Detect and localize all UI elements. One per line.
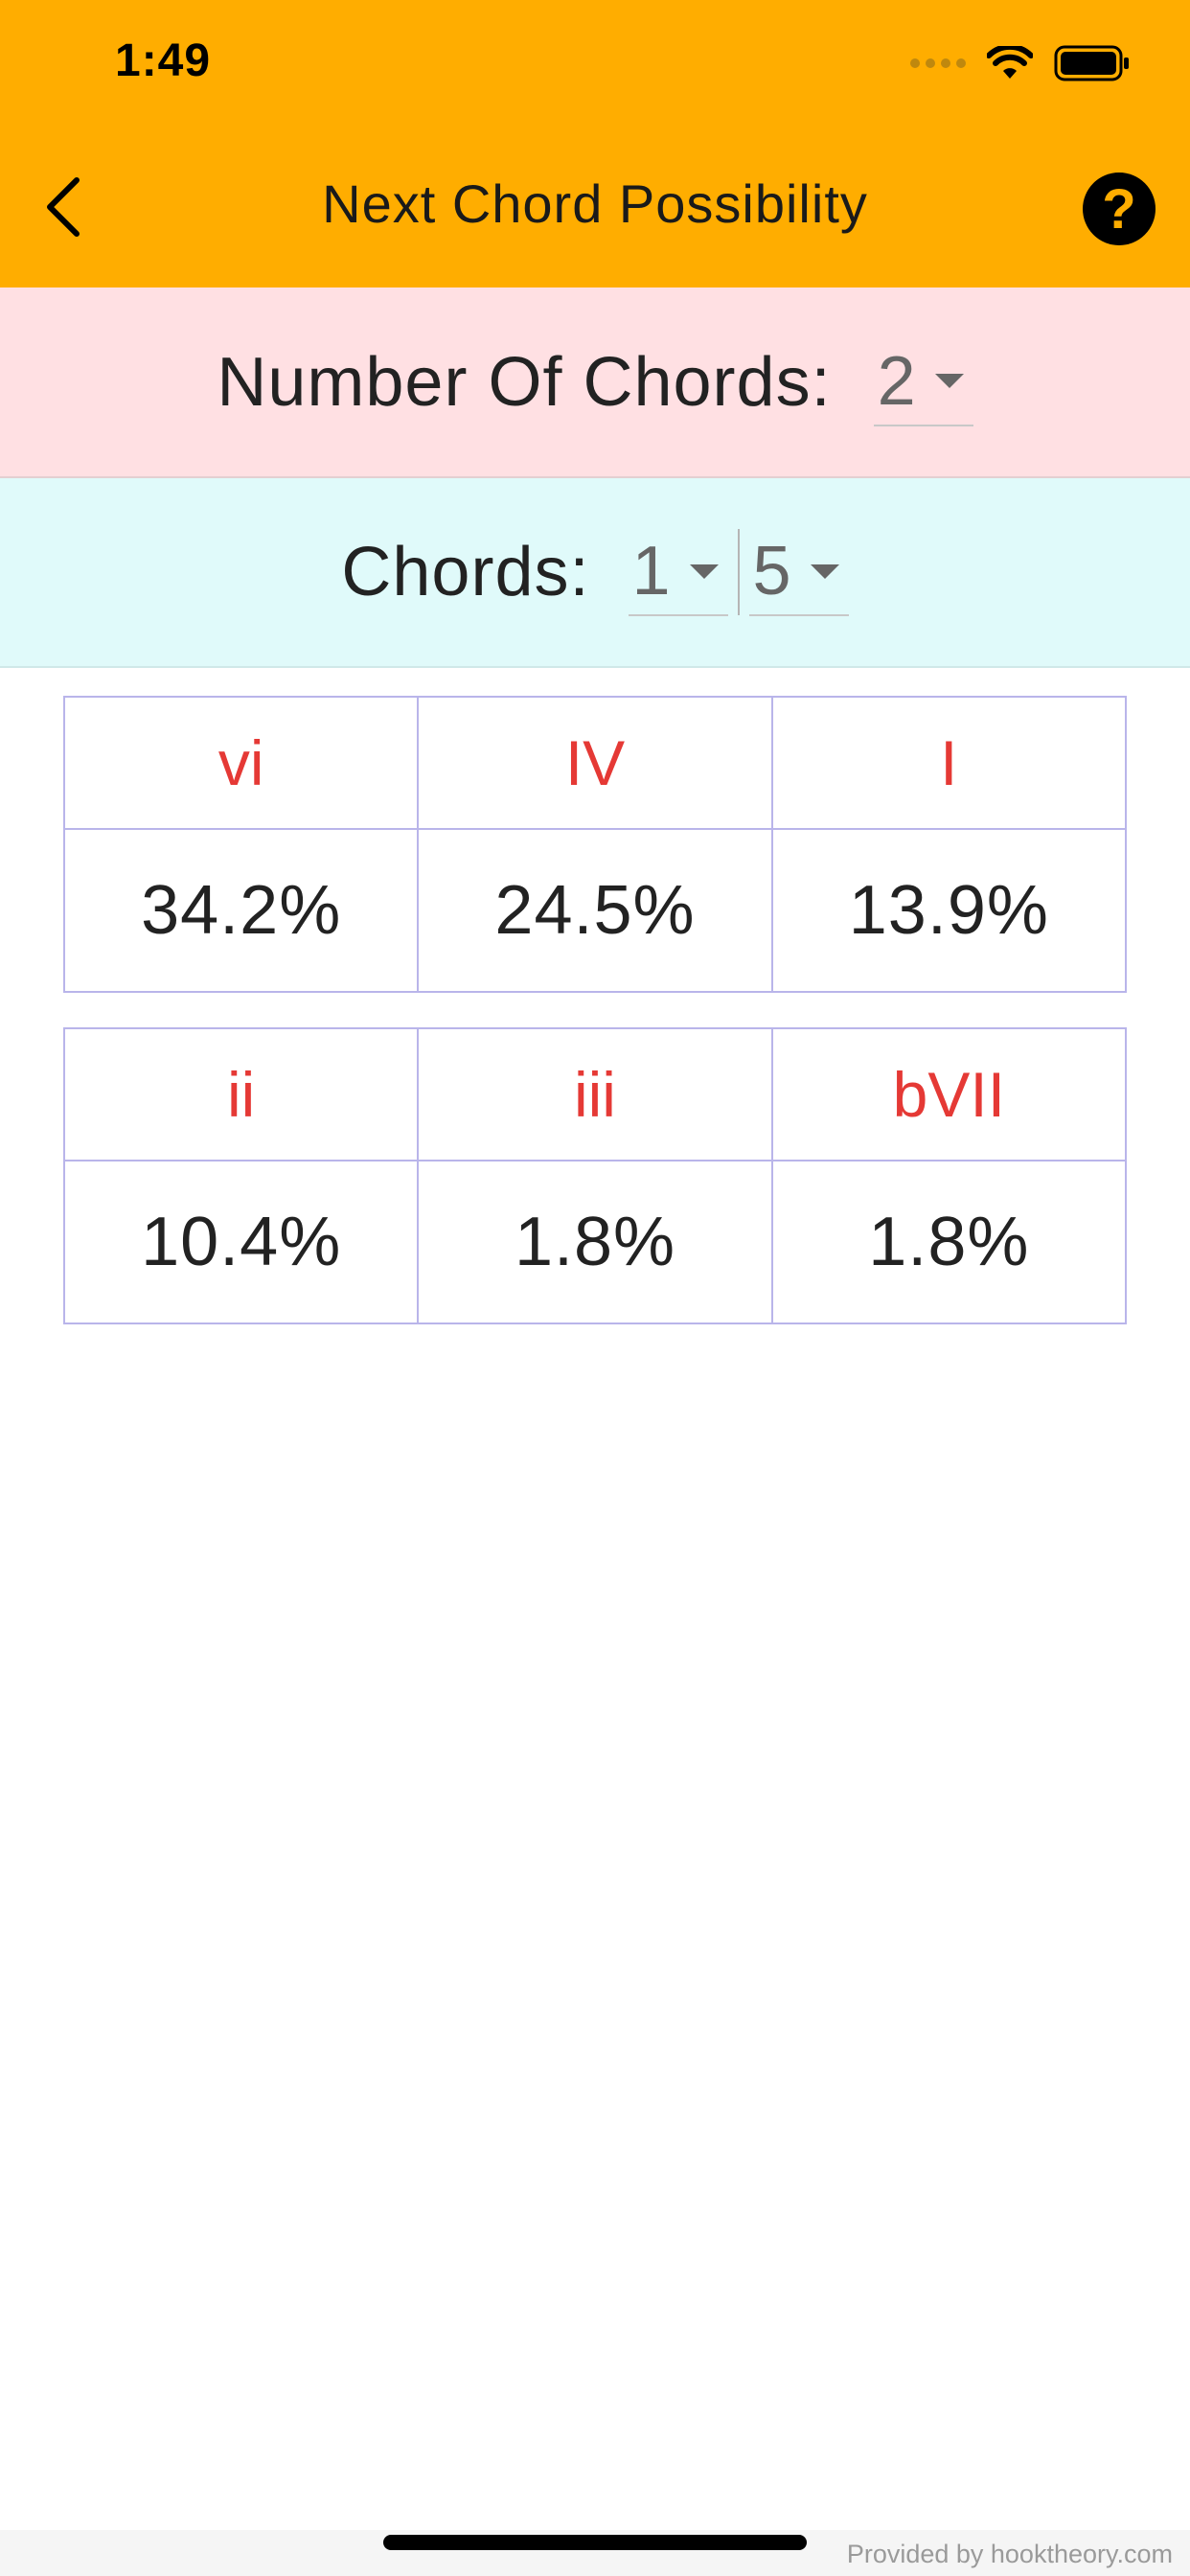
chord-count-value: 2 <box>877 342 916 420</box>
chord-cell: iii <box>417 1027 773 1162</box>
chord-cell: I <box>770 696 1128 830</box>
status-time: 1:49 <box>115 35 212 86</box>
chord-2-dropdown[interactable]: 5 <box>748 528 849 616</box>
page-title: Next Chord Possibility <box>322 173 868 234</box>
percentage-row: 34.2% 24.5% 13.9% <box>62 828 1128 993</box>
chord-row: vi IV I <box>62 696 1128 830</box>
home-indicator[interactable] <box>383 2535 807 2550</box>
chords-section: Chords: 1 5 <box>0 478 1190 668</box>
chord-cell: ii <box>62 1027 420 1162</box>
percentage-row: 10.4% 1.8% 1.8% <box>62 1160 1128 1324</box>
cellular-signal-icon <box>910 58 966 68</box>
back-button[interactable] <box>34 171 92 243</box>
percentage-cell: 10.4% <box>62 1160 420 1324</box>
chord-divider <box>737 529 740 615</box>
chevron-left-icon <box>47 177 80 237</box>
percentage-cell: 13.9% <box>770 828 1128 993</box>
percentage-cell: 24.5% <box>417 828 773 993</box>
chord-2-value: 5 <box>752 533 791 610</box>
chord-row: ii iii bVII <box>62 1027 1128 1162</box>
caret-down-icon <box>810 564 839 579</box>
probability-table-2: ii iii bVII 10.4% 1.8% 1.8% <box>62 1027 1128 1324</box>
chord-count-label: Number Of Chords: <box>217 343 832 421</box>
attribution-text: Provided by hooktheory.com <box>846 2540 1173 2568</box>
battery-icon <box>1054 45 1129 81</box>
chord-cell: vi <box>62 696 420 830</box>
chord-1-value: 1 <box>631 533 671 610</box>
caret-down-icon <box>689 564 719 579</box>
percentage-cell: 34.2% <box>62 828 420 993</box>
chord-cell: bVII <box>770 1027 1128 1162</box>
help-button[interactable]: ? <box>1083 172 1156 245</box>
app-header: 1:49 Next Chord Possibility ? <box>0 0 1190 288</box>
chord-cell: IV <box>417 696 773 830</box>
chord-1-dropdown[interactable]: 1 <box>628 528 728 616</box>
chord-count-dropdown[interactable]: 2 <box>873 338 973 426</box>
status-icons <box>910 42 1131 84</box>
help-icon: ? <box>1102 177 1136 241</box>
percentage-cell: 1.8% <box>417 1160 773 1324</box>
caret-down-icon <box>934 374 964 388</box>
wifi-icon <box>987 46 1033 79</box>
percentage-cell: 1.8% <box>770 1160 1128 1324</box>
probability-table-1: vi IV I 34.2% 24.5% 13.9% <box>62 696 1128 993</box>
chords-label: Chords: <box>341 534 590 610</box>
chord-count-section: Number Of Chords: 2 <box>0 288 1190 478</box>
